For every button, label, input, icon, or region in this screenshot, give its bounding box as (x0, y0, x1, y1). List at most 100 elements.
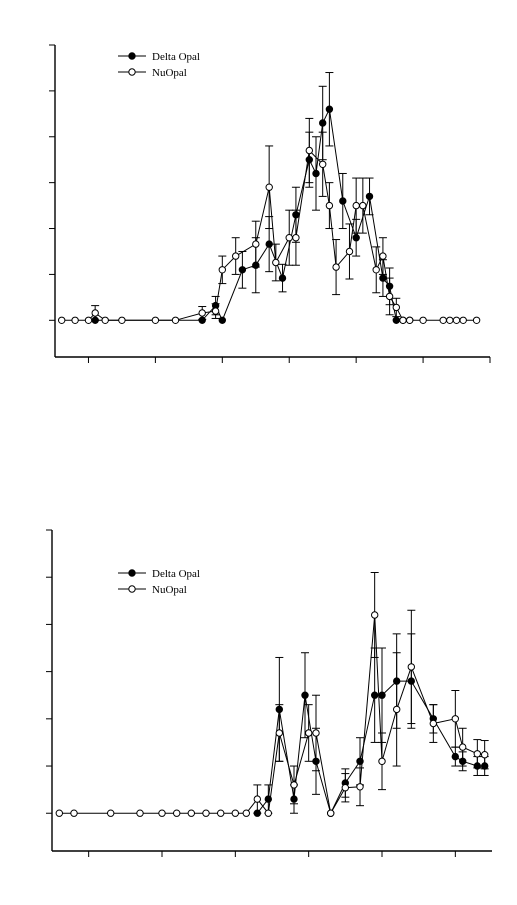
data-point (242, 809, 251, 817)
data-point (84, 316, 93, 324)
data-point (158, 809, 166, 817)
data-point (352, 234, 360, 242)
data-point (481, 751, 489, 759)
data-point (451, 752, 459, 761)
data-point (292, 234, 300, 242)
data-point (393, 705, 401, 714)
data-point (118, 316, 126, 324)
data-point (58, 316, 66, 324)
data-point (218, 266, 227, 274)
data-point (352, 201, 360, 210)
data-point (429, 719, 437, 728)
data-point (406, 316, 414, 324)
data-point (472, 316, 481, 324)
chart-top: Delta Opal NuOpal (49, 44, 491, 363)
data-point (231, 809, 240, 817)
data-point (265, 183, 273, 191)
data-point (439, 316, 447, 324)
data-point (71, 316, 79, 324)
data-point (325, 201, 334, 210)
legend: Delta Opal NuOpal (118, 568, 200, 596)
series-delta-opal (253, 633, 489, 817)
series-line (59, 614, 485, 815)
data-point (359, 201, 367, 210)
data-point (232, 252, 240, 260)
data-point (305, 146, 313, 155)
data-point (187, 809, 196, 817)
data-point (265, 240, 273, 248)
data-point (290, 781, 298, 789)
data-point (252, 240, 260, 248)
legend: Delta Opal NuOpal (118, 51, 200, 79)
data-point (211, 307, 220, 315)
data-point (218, 316, 227, 324)
data-point (107, 809, 115, 817)
series-line (256, 680, 485, 815)
data-point (407, 663, 415, 671)
data-point (459, 743, 467, 751)
series-delta-opal (91, 72, 414, 324)
legend-marker (128, 569, 136, 577)
data-point (319, 119, 327, 127)
data-point (217, 809, 225, 817)
data-point (198, 309, 206, 317)
data-point (473, 750, 481, 758)
legend-label: Delta Opal (152, 51, 200, 63)
legend-marker (128, 52, 136, 60)
data-point (312, 169, 320, 178)
series-nuopal (58, 117, 481, 324)
data-point (285, 234, 293, 242)
legend-label: NuOpal (152, 584, 187, 596)
data-point (253, 795, 261, 803)
data-point (371, 611, 379, 619)
data-point (379, 274, 387, 282)
data-point (371, 691, 379, 699)
legend-label: Delta Opal (152, 568, 200, 580)
data-point (319, 160, 327, 169)
data-point (238, 266, 247, 274)
data-point (278, 274, 287, 282)
data-point (101, 316, 109, 324)
data-point (379, 252, 387, 260)
data-point (70, 809, 78, 817)
data-point (392, 303, 400, 312)
data-point (173, 809, 181, 817)
data-point (275, 729, 283, 737)
data-point (332, 263, 340, 271)
data-point (305, 729, 313, 737)
legend-marker (128, 68, 136, 76)
data-point (385, 292, 394, 301)
data-point (392, 316, 400, 324)
data-point (325, 105, 334, 113)
data-point (339, 197, 347, 205)
data-point (451, 715, 459, 723)
data-point (452, 316, 461, 324)
data-point (356, 783, 364, 791)
data-point (341, 784, 349, 792)
data-point (312, 729, 320, 737)
series-nuopal (55, 571, 489, 817)
data-point (345, 247, 354, 256)
data-point (399, 316, 407, 324)
data-point (419, 316, 427, 324)
data-point (171, 316, 180, 324)
legend-marker (128, 585, 136, 593)
data-point (446, 316, 454, 324)
legend-label: NuOpal (152, 67, 187, 79)
data-point (55, 809, 63, 817)
chart-bottom: Delta Opal NuOpal (46, 529, 492, 857)
data-point (151, 316, 160, 324)
data-point (459, 316, 467, 324)
data-point (272, 258, 280, 267)
data-point (372, 266, 380, 274)
data-point (264, 809, 272, 817)
data-point (136, 809, 144, 817)
data-point (301, 691, 309, 699)
data-point (365, 192, 374, 201)
data-point (378, 691, 386, 699)
data-point (378, 757, 386, 765)
data-point (327, 809, 335, 817)
data-point (202, 809, 210, 817)
data-point (91, 309, 99, 317)
